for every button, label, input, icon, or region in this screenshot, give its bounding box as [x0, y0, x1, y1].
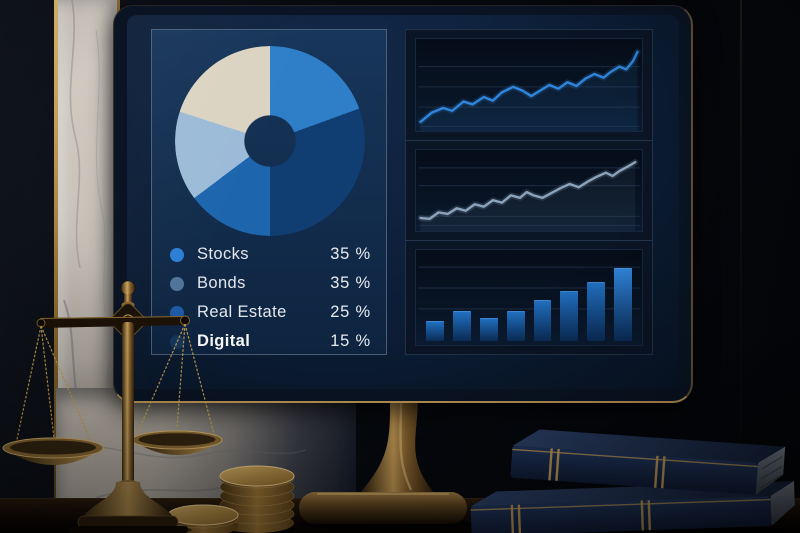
legend-value: 35 % [330, 274, 371, 292]
line-chart-top-section [406, 30, 652, 140]
beam-end-right [180, 315, 190, 326]
bar [533, 300, 552, 341]
legend-bullet [170, 247, 184, 262]
line-chart-top [416, 39, 642, 131]
law-books [470, 429, 800, 533]
line-chart-middle-frame [415, 149, 643, 232]
bar [614, 267, 632, 341]
scale-pole [122, 322, 134, 484]
scale-pan-right [131, 430, 223, 455]
bar [506, 311, 525, 341]
bar [479, 318, 498, 341]
line-chart-middle-section [406, 140, 652, 240]
book-top [510, 429, 786, 495]
bar [587, 281, 606, 341]
legend-value: 25 % [330, 303, 371, 321]
bar-chart-section [406, 240, 652, 354]
bar [452, 311, 471, 341]
bar-chart-gridlines [416, 250, 642, 345]
beam-end-left [36, 318, 46, 328]
line-chart-middle [416, 150, 642, 231]
bar-chart [426, 256, 632, 341]
stand-base [299, 492, 467, 524]
legend-label: Stocks [197, 245, 249, 263]
stand-neck [359, 396, 435, 494]
scale-base-bell [82, 482, 174, 518]
bar-chart-frame [415, 249, 643, 346]
bar [426, 320, 444, 341]
scale-pan-left [2, 437, 104, 465]
legend-value: 15 % [330, 332, 371, 350]
monitor-stand [297, 396, 473, 530]
bar [560, 290, 579, 341]
legend-value: 35 % [330, 245, 371, 263]
donut-chart [175, 46, 365, 236]
scale-base-foot [68, 526, 188, 533]
balance-scale [2, 280, 223, 533]
scale-chains [15, 323, 215, 445]
charts-panel [405, 29, 653, 355]
legend-row: Stocks 35 % [170, 240, 371, 269]
line-chart-top-frame [415, 38, 643, 132]
